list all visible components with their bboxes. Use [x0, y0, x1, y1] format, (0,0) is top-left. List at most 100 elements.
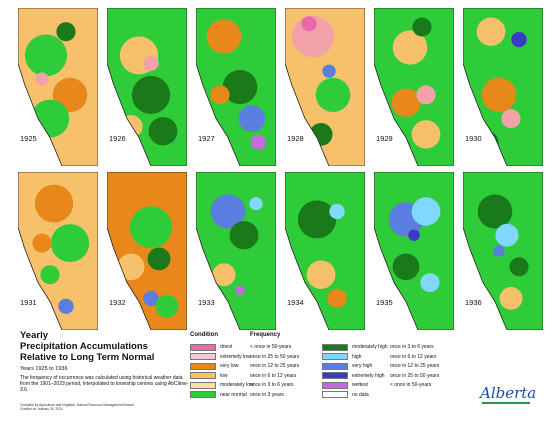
map-grid: 1925 1926 1927 1928 1929 1930 1931 1932 … — [18, 8, 543, 330]
province-outline — [463, 172, 543, 330]
map-region — [391, 88, 421, 118]
province-outline — [107, 8, 187, 166]
legend-frequency: once in 25 to 50 years — [390, 372, 440, 379]
legend-swatch — [322, 391, 348, 398]
legend-label: extremely high — [352, 372, 385, 379]
map-region — [306, 260, 336, 289]
legend-row: extremely low — [190, 353, 251, 361]
map-1928: 1928 — [285, 8, 365, 166]
map-region — [309, 123, 333, 146]
map-region — [222, 69, 258, 105]
legend-frequency: < once in 50-years — [250, 344, 292, 350]
legend-row: extremely high — [322, 372, 385, 380]
map-1927: 1927 — [196, 8, 276, 166]
credit: Compiled by Agriculture and Irrigation, … — [20, 403, 134, 411]
map-region — [50, 224, 90, 263]
map-region — [155, 294, 179, 318]
year-label-1932: 1932 — [109, 298, 126, 308]
province-outline — [196, 172, 276, 330]
legend-label: near normal — [220, 391, 247, 398]
map-region — [509, 257, 529, 277]
year-label-1936: 1936 — [465, 298, 482, 308]
logo-underline — [482, 402, 530, 404]
legend-row: moderately low — [190, 381, 254, 389]
map-region — [143, 55, 159, 71]
legend-swatch — [322, 353, 348, 360]
map-region — [250, 134, 267, 150]
legend-label: high — [352, 353, 362, 360]
legend-row: moderately high — [322, 343, 388, 351]
map-region — [327, 288, 347, 308]
legend-frequency: once in 12 to 25 years — [390, 363, 440, 369]
legend-label: no data — [352, 391, 369, 398]
map-region — [147, 247, 171, 271]
map-region — [212, 263, 236, 287]
year-label-1930: 1930 — [465, 134, 482, 144]
map-1932: 1932 — [107, 172, 187, 330]
map-1929: 1929 — [374, 8, 454, 166]
map-1934: 1934 — [285, 172, 365, 330]
map-1926: 1926 — [107, 8, 187, 166]
map-region — [24, 34, 68, 77]
map-svg-1933 — [196, 172, 276, 330]
year-label-1929: 1929 — [376, 134, 393, 144]
legend-label: extremely low — [220, 353, 251, 360]
map-region — [511, 32, 527, 48]
map-region — [35, 72, 49, 86]
map-region — [408, 229, 420, 241]
legend-swatch — [322, 343, 348, 351]
map-1925: 1925 — [18, 8, 98, 166]
year-label-1935: 1935 — [376, 298, 393, 308]
province-outline — [18, 172, 98, 330]
map-region — [411, 197, 441, 226]
year-label-1926: 1926 — [109, 134, 126, 144]
legend-row: low — [190, 372, 228, 380]
map-region — [32, 233, 52, 253]
map-region — [210, 85, 230, 105]
years-range: Years 1925 to 1936 — [20, 366, 68, 372]
province-outline — [374, 172, 454, 330]
map-region — [392, 30, 428, 65]
legend-row: wettest — [322, 381, 368, 389]
legend-swatch — [190, 381, 216, 389]
map-region — [322, 64, 336, 78]
map-region — [210, 194, 246, 229]
province-outline — [18, 8, 98, 166]
province-outline — [285, 172, 365, 330]
map-1936: 1936 — [463, 172, 543, 330]
legend-frequency: once in 3 to 6 years — [250, 382, 294, 388]
legend-frequency-heading: Frequency — [250, 332, 281, 338]
map-region — [392, 253, 420, 281]
map-svg-1932 — [107, 172, 187, 330]
legend-label: driest — [220, 344, 233, 350]
legend-swatch — [190, 343, 216, 351]
map-svg-1929 — [374, 8, 454, 166]
map-region — [148, 117, 178, 146]
credit-line-1: Compiled by Agriculture and Irrigation, … — [20, 403, 134, 407]
map-svg-1925 — [18, 8, 98, 166]
province-outline — [285, 8, 365, 166]
map-region — [129, 206, 173, 249]
map-region — [315, 77, 351, 112]
map-region — [411, 120, 441, 149]
map-svg-1934 — [285, 172, 365, 330]
year-label-1928: 1928 — [287, 134, 304, 144]
year-label-1925: 1925 — [20, 134, 37, 144]
legend-frequency: once in 6 to 12 years — [390, 353, 437, 360]
legend-swatch — [190, 372, 216, 379]
legend-label: very low — [220, 363, 239, 369]
legend-label: very high — [352, 363, 373, 369]
map-region — [499, 287, 523, 310]
map-svg-1930 — [463, 8, 543, 166]
legend-frequency: once in 3 years — [250, 391, 284, 398]
map-region — [235, 285, 245, 296]
legend-swatch — [190, 362, 216, 370]
map-region — [34, 184, 74, 223]
map-region — [493, 245, 505, 257]
map-region — [501, 109, 521, 129]
legend-label: wettest — [352, 382, 368, 388]
map-svg-1927 — [196, 8, 276, 166]
description: The frequency of occurrence was calculat… — [20, 375, 189, 393]
legend-row: no data — [322, 391, 369, 399]
map-1933: 1933 — [196, 172, 276, 330]
